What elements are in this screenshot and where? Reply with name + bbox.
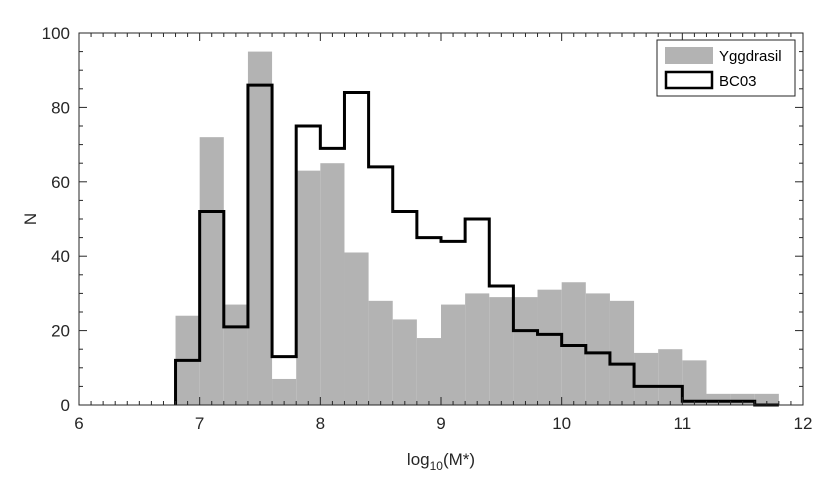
y-tick-label: 60 (51, 173, 70, 192)
y-axis-label: N (21, 213, 40, 225)
yggdrasil-bar (658, 349, 683, 405)
yggdrasil-bar (223, 304, 248, 405)
x-tick-label: 6 (74, 414, 83, 433)
yggdrasil-bar (561, 282, 586, 405)
yggdrasil-bar (344, 252, 369, 405)
x-axis-label-subscript: 10 (430, 459, 444, 473)
yggdrasil-bar (537, 289, 562, 405)
yggdrasil-bar (513, 297, 538, 405)
yggdrasil-bar (247, 51, 273, 405)
yggdrasil-bar (489, 297, 514, 405)
y-tick-labels: 0 20 40 60 80 100 (42, 24, 70, 415)
plot-frame (78, 32, 804, 406)
yggdrasil-bar (682, 360, 707, 405)
yggdrasil-bar (465, 293, 490, 405)
yggdrasil-bar (199, 137, 224, 405)
x-tick-label: 9 (436, 414, 445, 433)
x-tick-label: 12 (794, 414, 813, 433)
yggdrasil-bar (416, 338, 441, 405)
bc03-step-line (174, 83, 779, 407)
legend-label-yggdrasil: Yggdrasil (719, 48, 782, 65)
x-tick-label: 11 (674, 414, 692, 433)
y-tick-label: 80 (51, 98, 70, 117)
legend-label-bc03: BC03 (719, 73, 757, 90)
x-axis-label: log10(M*) (407, 450, 475, 473)
yggdrasil-bar (320, 163, 345, 405)
x-tick-label: 7 (195, 414, 204, 433)
yggdrasil-bar (585, 293, 610, 405)
legend-swatch-bc03 (664, 70, 714, 90)
y-tick-label: 40 (51, 247, 70, 266)
x-axis-label-main: log (407, 450, 430, 469)
yggdrasil-bars (175, 51, 779, 405)
yggdrasil-bar (441, 304, 466, 405)
x-axis-label-tail: (M*) (443, 450, 475, 469)
yggdrasil-bar (706, 393, 731, 405)
yggdrasil-bar (609, 300, 635, 405)
x-tick-labels: 6 7 8 9 10 11 12 (74, 414, 812, 433)
yggdrasil-bar (634, 352, 659, 405)
legend: Yggdrasil BC03 (656, 39, 796, 97)
yggdrasil-bar (730, 393, 755, 405)
yggdrasil-bar (392, 319, 417, 405)
x-tick-label: 10 (552, 414, 571, 433)
yggdrasil-bar (296, 170, 321, 405)
x-tick-label: 8 (316, 414, 325, 433)
y-tick-label: 100 (42, 24, 70, 43)
y-tick-label: 20 (51, 322, 70, 341)
bc03-step-path (174, 83, 779, 407)
y-tick-label: 0 (61, 396, 70, 415)
yggdrasil-bar (272, 378, 297, 405)
yggdrasil-bar (754, 393, 779, 405)
yggdrasil-bar (368, 300, 393, 405)
legend-swatch-yggdrasil (665, 47, 713, 64)
